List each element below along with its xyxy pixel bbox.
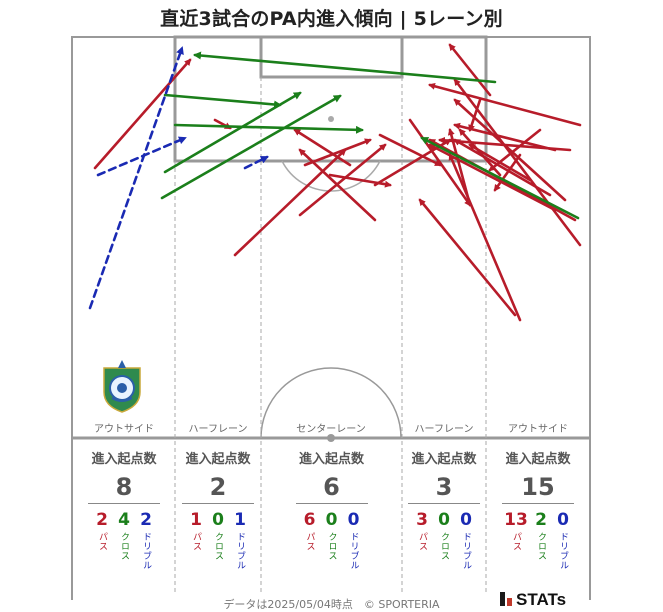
pass-arrow: [298, 143, 387, 217]
pass-arrow: [418, 198, 517, 317]
pass-arrow: [293, 128, 352, 167]
lane-label-center: センターレーン: [296, 423, 366, 435]
dribble-label: ドリブル: [235, 532, 245, 570]
pass-count: 6: [303, 510, 316, 530]
lane-label-halfspace-right: ハーフレーン: [415, 424, 474, 435]
total-count: 15: [521, 473, 555, 501]
pass-arrow: [428, 143, 557, 212]
lane-stats-outside-left: 進入起点数 8 2 パス 4 クロス 2 ドリブル: [74, 448, 174, 570]
pass-arrow: [488, 128, 542, 172]
cross-arrow: [420, 136, 580, 220]
pass-arrow: [428, 82, 582, 127]
pass-arrow: [448, 43, 492, 97]
brand-mark-accent-icon: [507, 598, 512, 606]
cross-arrow: [160, 94, 342, 200]
cross-label: クロス: [326, 532, 337, 561]
pass-arrow: [493, 153, 522, 192]
page-title: 直近3試合のPA内進入傾向 | 5レーン別: [160, 8, 503, 30]
cross-label: クロス: [213, 532, 223, 561]
goal-area: [259, 35, 404, 79]
dribble-arrow: [88, 46, 184, 310]
center-spot: [327, 434, 335, 442]
lane-stats-center: 進入起点数 6 6 パス 0 クロス 0 ドリブル: [262, 448, 401, 570]
cross-count: 0: [438, 510, 450, 530]
cross-count: 4: [118, 510, 130, 530]
center-circle: [260, 367, 402, 439]
cross-count: 0: [212, 510, 224, 530]
dribble-count: 0: [557, 510, 569, 530]
total-count: 3: [435, 473, 453, 501]
arrows-layer: [88, 43, 582, 322]
dribble-count: 2: [140, 510, 152, 530]
pass-arrow: [233, 148, 347, 257]
stats-header: 進入起点数: [505, 452, 571, 467]
cross-arrow: [163, 91, 302, 174]
lane-stats-outside-right: 進入起点数 15 13 パス 2 クロス 0 ドリブル: [487, 448, 589, 570]
brand-logo: STATs: [500, 590, 566, 610]
total-count: 8: [115, 473, 133, 501]
stats-header: 進入起点数: [91, 452, 157, 467]
dribble-count: 0: [347, 510, 360, 530]
pass-count: 1: [190, 510, 202, 530]
pass-label: パス: [97, 532, 107, 551]
cross-arrow: [193, 51, 497, 84]
pass-arrow: [448, 153, 522, 322]
pass-label: パス: [191, 532, 201, 551]
pass-arrow: [438, 136, 572, 152]
pass-arrow: [468, 98, 482, 132]
cross-count: 0: [325, 510, 338, 530]
dribble-label: ドリブル: [141, 532, 151, 570]
lane-label-halfspace-left: ハーフレーン: [189, 424, 248, 435]
pass-arrow: [93, 58, 192, 170]
cross-label: クロス: [439, 532, 449, 561]
dribble-label: ドリブル: [558, 532, 568, 570]
pass-arrow: [303, 138, 372, 167]
cross-arrow: [173, 123, 364, 134]
total-count: 2: [209, 473, 227, 501]
pass-arrow: [468, 143, 532, 182]
brand-name: STATs: [516, 590, 567, 609]
cross-arrow: [163, 93, 282, 109]
pass-label: パス: [417, 532, 427, 551]
footer-note: データは2025/05/04時点 © SPORTERIA: [223, 598, 440, 611]
lane-label-outside-right: アウトサイド: [508, 423, 568, 435]
total-count: 6: [323, 473, 340, 501]
cross-label: クロス: [119, 532, 129, 561]
cross-count: 2: [535, 510, 547, 530]
pass-arrow: [453, 78, 582, 247]
dribble-count: 0: [460, 510, 472, 530]
team-crest-icon: [103, 360, 141, 413]
stats-header: 進入起点数: [298, 452, 364, 467]
dribble-arrow: [96, 136, 187, 177]
pass-arrow: [378, 133, 442, 167]
penalty-spot: [328, 116, 334, 122]
lane-stats-halfspace-right: 進入起点数 3 3 パス 0 クロス 0 ドリブル: [403, 448, 485, 570]
cross-label: クロス: [536, 532, 546, 561]
lane-stats-halfspace-left: 進入起点数 2 1 パス 0 クロス 1 ドリブル: [176, 448, 260, 570]
pass-count: 13: [504, 510, 528, 530]
dribble-count: 1: [234, 510, 246, 530]
pass-count: 2: [96, 510, 108, 530]
pass-label: パス: [511, 532, 521, 551]
dribble-label: ドリブル: [461, 532, 471, 570]
dribble-arrow: [243, 155, 269, 170]
dribble-label: ドリブル: [348, 532, 359, 570]
pass-arrow: [408, 118, 472, 207]
pass-label: パス: [304, 532, 315, 551]
lane-label-outside-left: アウトサイド: [94, 423, 154, 435]
stats-header: 進入起点数: [411, 452, 477, 467]
pass-count: 3: [416, 510, 428, 530]
stats-header: 進入起点数: [185, 452, 251, 467]
brand-mark-icon: [500, 592, 505, 606]
